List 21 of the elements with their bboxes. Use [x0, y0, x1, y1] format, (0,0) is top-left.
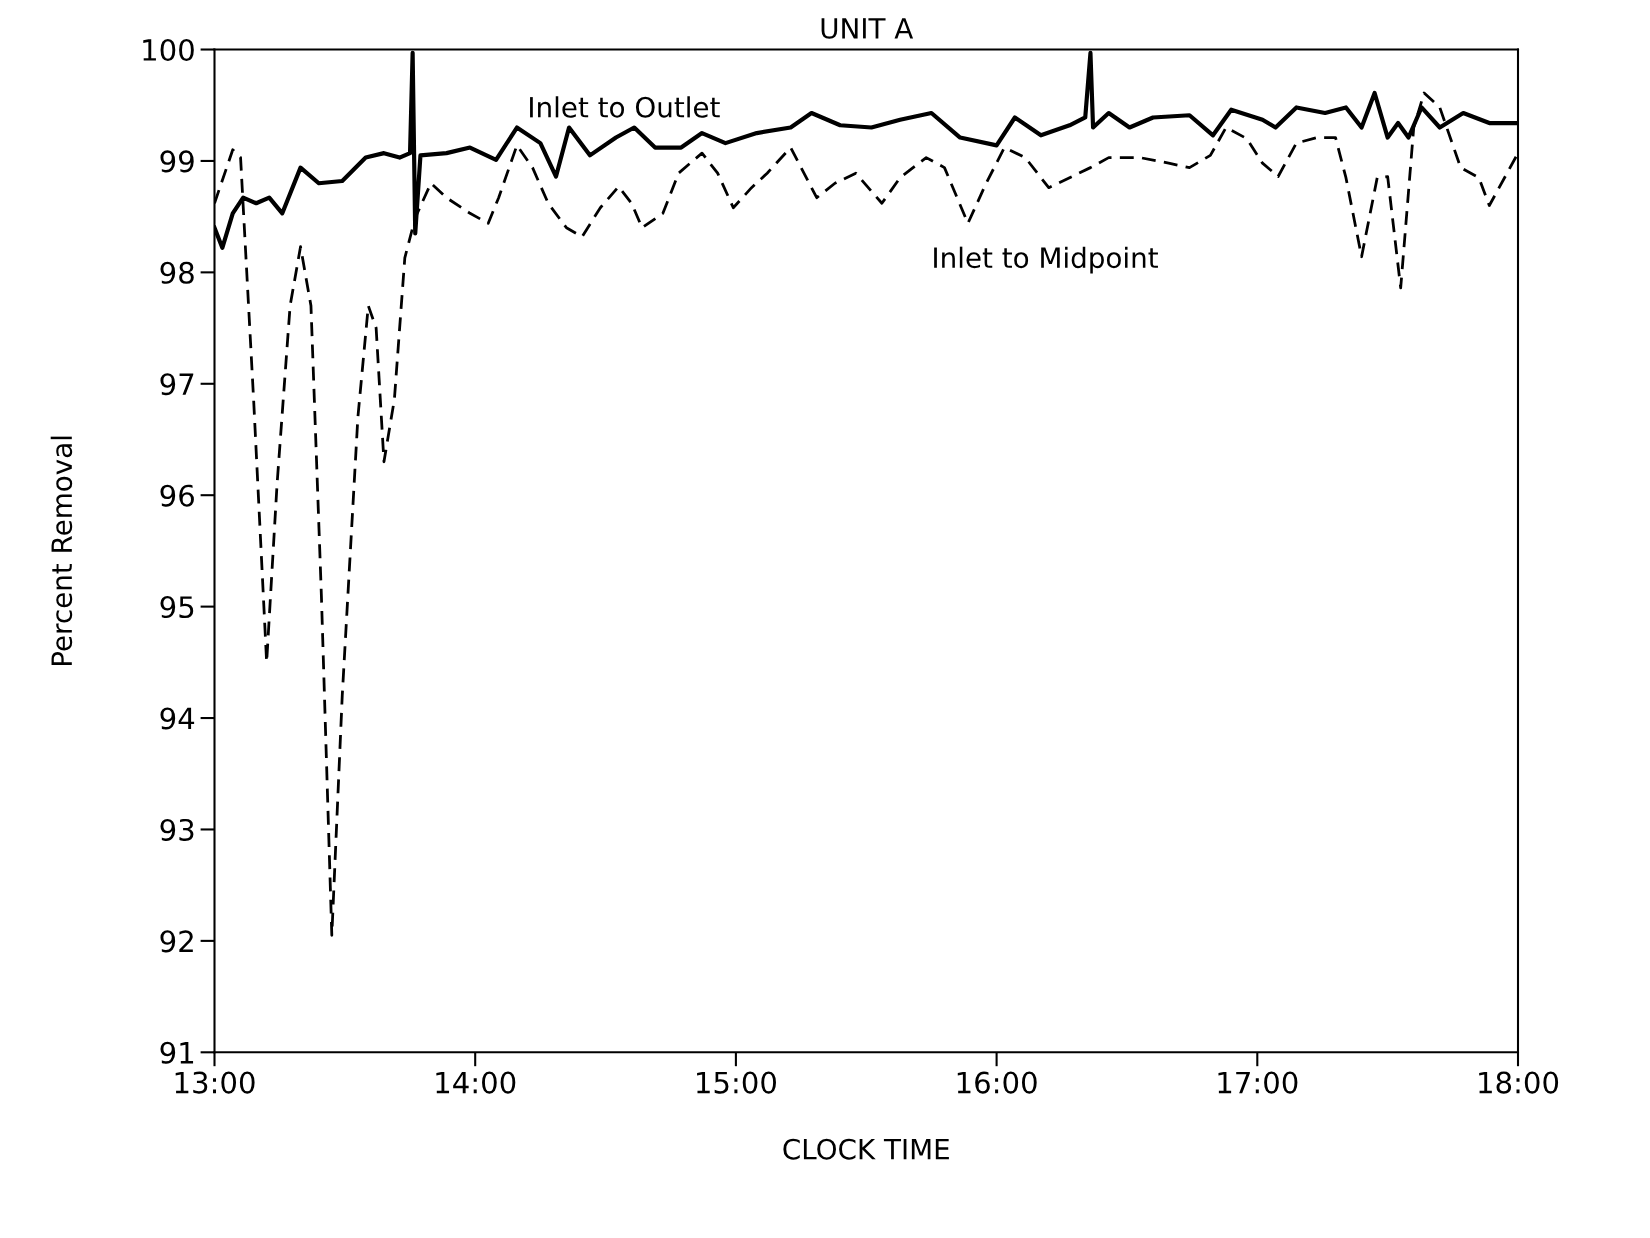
y-tick-label: 91 — [160, 1041, 194, 1064]
x-tick-label: 17:00 — [1218, 1071, 1298, 1094]
series-label: Inlet to Outlet — [530, 96, 720, 118]
y-tick-label: 96 — [160, 484, 194, 507]
x-axis-title: CLOCK TIME — [783, 1138, 949, 1160]
x-tick-label: 14:00 — [436, 1071, 516, 1094]
series-label: Inlet to Midpoint — [934, 246, 1158, 274]
chart-title: UNIT A — [821, 18, 914, 39]
y-tick-label: 97 — [160, 373, 194, 396]
y-tick-label: 100 — [143, 38, 194, 62]
x-tick-label: 18:00 — [1479, 1071, 1559, 1094]
x-tick-label: 13:00 — [175, 1071, 255, 1094]
y-tick-label: 93 — [160, 818, 194, 841]
y-axis-title: Percent Removal — [50, 436, 73, 666]
y-tick-label: 94 — [160, 707, 195, 730]
y-tick-label: 95 — [160, 596, 194, 619]
x-tick-label: 15:00 — [697, 1071, 776, 1094]
y-tick-label: 98 — [160, 261, 194, 284]
y-tick-label: 92 — [160, 930, 193, 953]
y-tick-label: 99 — [160, 150, 194, 173]
x-tick-label: 16:00 — [957, 1071, 1037, 1094]
